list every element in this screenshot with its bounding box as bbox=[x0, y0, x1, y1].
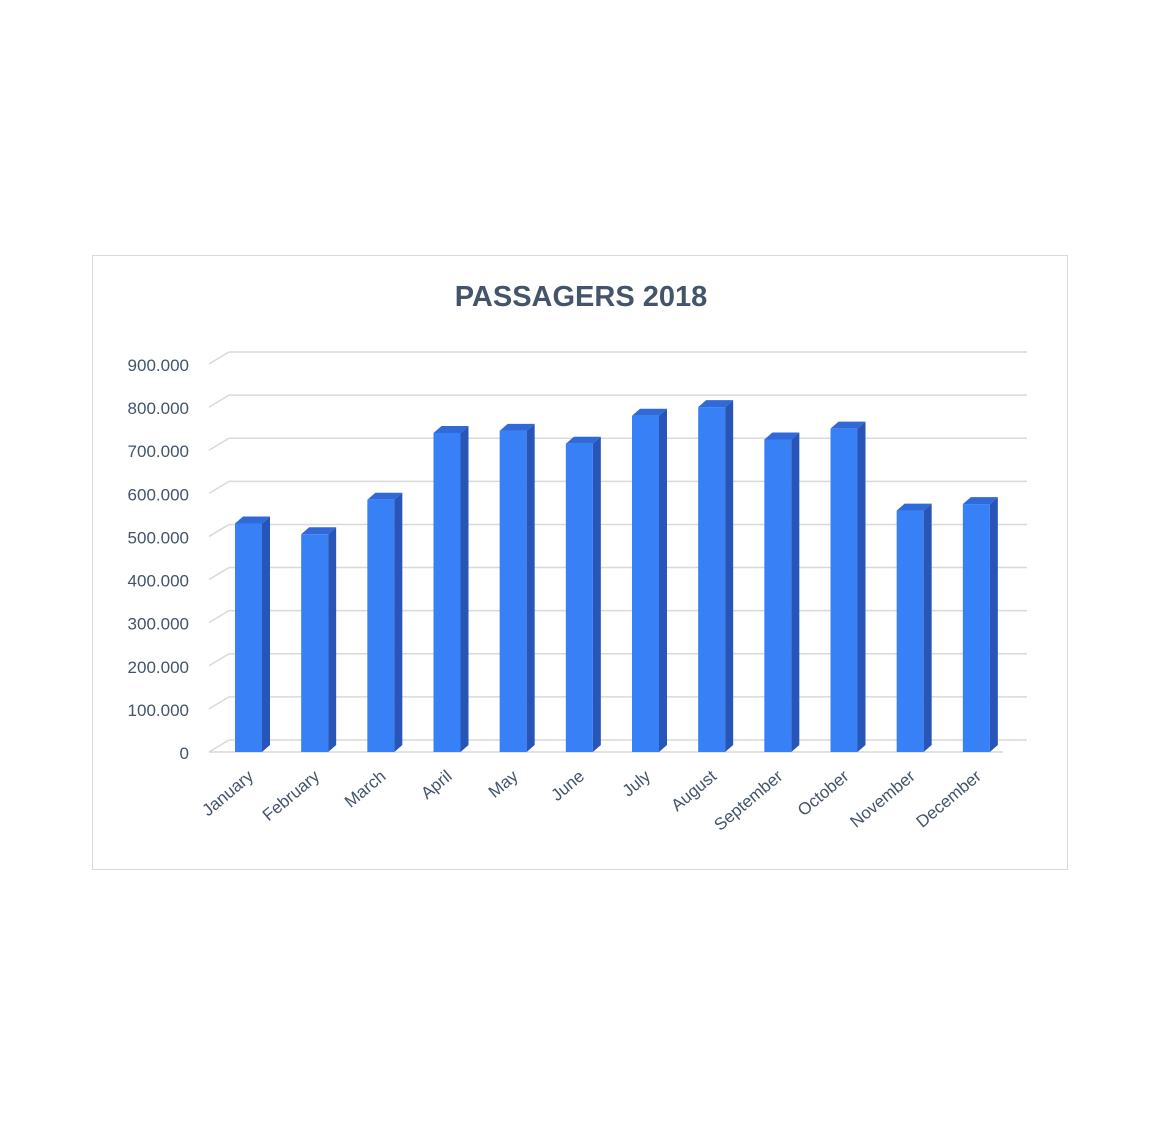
bar-chart: PASSAGERS 2018 0 100.000 200.000 300.000 400… bbox=[128, 281, 1027, 835]
bar-march bbox=[367, 492, 403, 752]
x-tick-label: April bbox=[417, 767, 455, 803]
bar-august bbox=[698, 400, 734, 752]
bar-may bbox=[499, 423, 535, 752]
gridline-depth bbox=[208, 480, 230, 494]
chart-title: PASSAGERS 2018 bbox=[455, 281, 708, 313]
grid-lines bbox=[208, 351, 1027, 753]
x-tick-label: December bbox=[913, 766, 986, 831]
x-tick-label: November bbox=[846, 766, 919, 831]
bar-july bbox=[632, 408, 667, 752]
bar-april bbox=[433, 425, 469, 752]
bar-december bbox=[962, 497, 998, 752]
y-tick-label: 400.000 bbox=[128, 572, 189, 591]
y-tick-label: 700.000 bbox=[128, 442, 189, 461]
x-tick-label: February bbox=[259, 766, 324, 825]
chart-frame: PASSAGERS 2018 0 100.000 200.000 300.000 400… bbox=[92, 255, 1068, 870]
gridline-depth bbox=[208, 351, 230, 365]
y-axis-tick-labels: 0 100.000 200.000 300.000 400.000 500.000 600.… bbox=[128, 356, 189, 763]
bar-september bbox=[764, 432, 800, 752]
bar-january bbox=[235, 516, 270, 752]
y-tick-label: 900.000 bbox=[128, 356, 189, 375]
y-tick-label: 0 bbox=[180, 744, 189, 763]
x-tick-label: January bbox=[199, 766, 258, 820]
y-tick-label: 800.000 bbox=[128, 399, 189, 418]
y-tick-label: 200.000 bbox=[128, 658, 189, 677]
x-tick-label: October bbox=[794, 766, 853, 820]
bar-june bbox=[565, 436, 601, 752]
x-axis-tick-labels: January February March April May June July Augu… bbox=[199, 766, 986, 834]
bar-november bbox=[896, 503, 932, 752]
y-tick-label: 100.000 bbox=[128, 701, 189, 720]
gridline-depth bbox=[208, 696, 230, 710]
x-tick-label: September bbox=[710, 766, 786, 834]
gridline-depth bbox=[208, 610, 230, 624]
x-tick-label: June bbox=[547, 767, 587, 805]
bars bbox=[235, 400, 998, 752]
x-tick-label: August bbox=[667, 766, 720, 815]
gridline-depth bbox=[208, 394, 230, 408]
gridline-depth bbox=[208, 566, 230, 581]
y-tick-label: 600.000 bbox=[128, 485, 189, 504]
x-tick-label: March bbox=[341, 767, 389, 812]
gridline-depth bbox=[208, 437, 230, 451]
gridline-depth bbox=[208, 653, 230, 667]
x-tick-label: July bbox=[619, 766, 655, 800]
y-tick-label: 500.000 bbox=[128, 528, 189, 547]
bar-february bbox=[301, 527, 337, 752]
gridline-depth bbox=[208, 739, 230, 753]
x-tick-label: May bbox=[485, 766, 522, 802]
bar-october bbox=[830, 421, 866, 752]
y-tick-label: 300.000 bbox=[128, 615, 189, 634]
gridline-depth bbox=[208, 523, 230, 538]
